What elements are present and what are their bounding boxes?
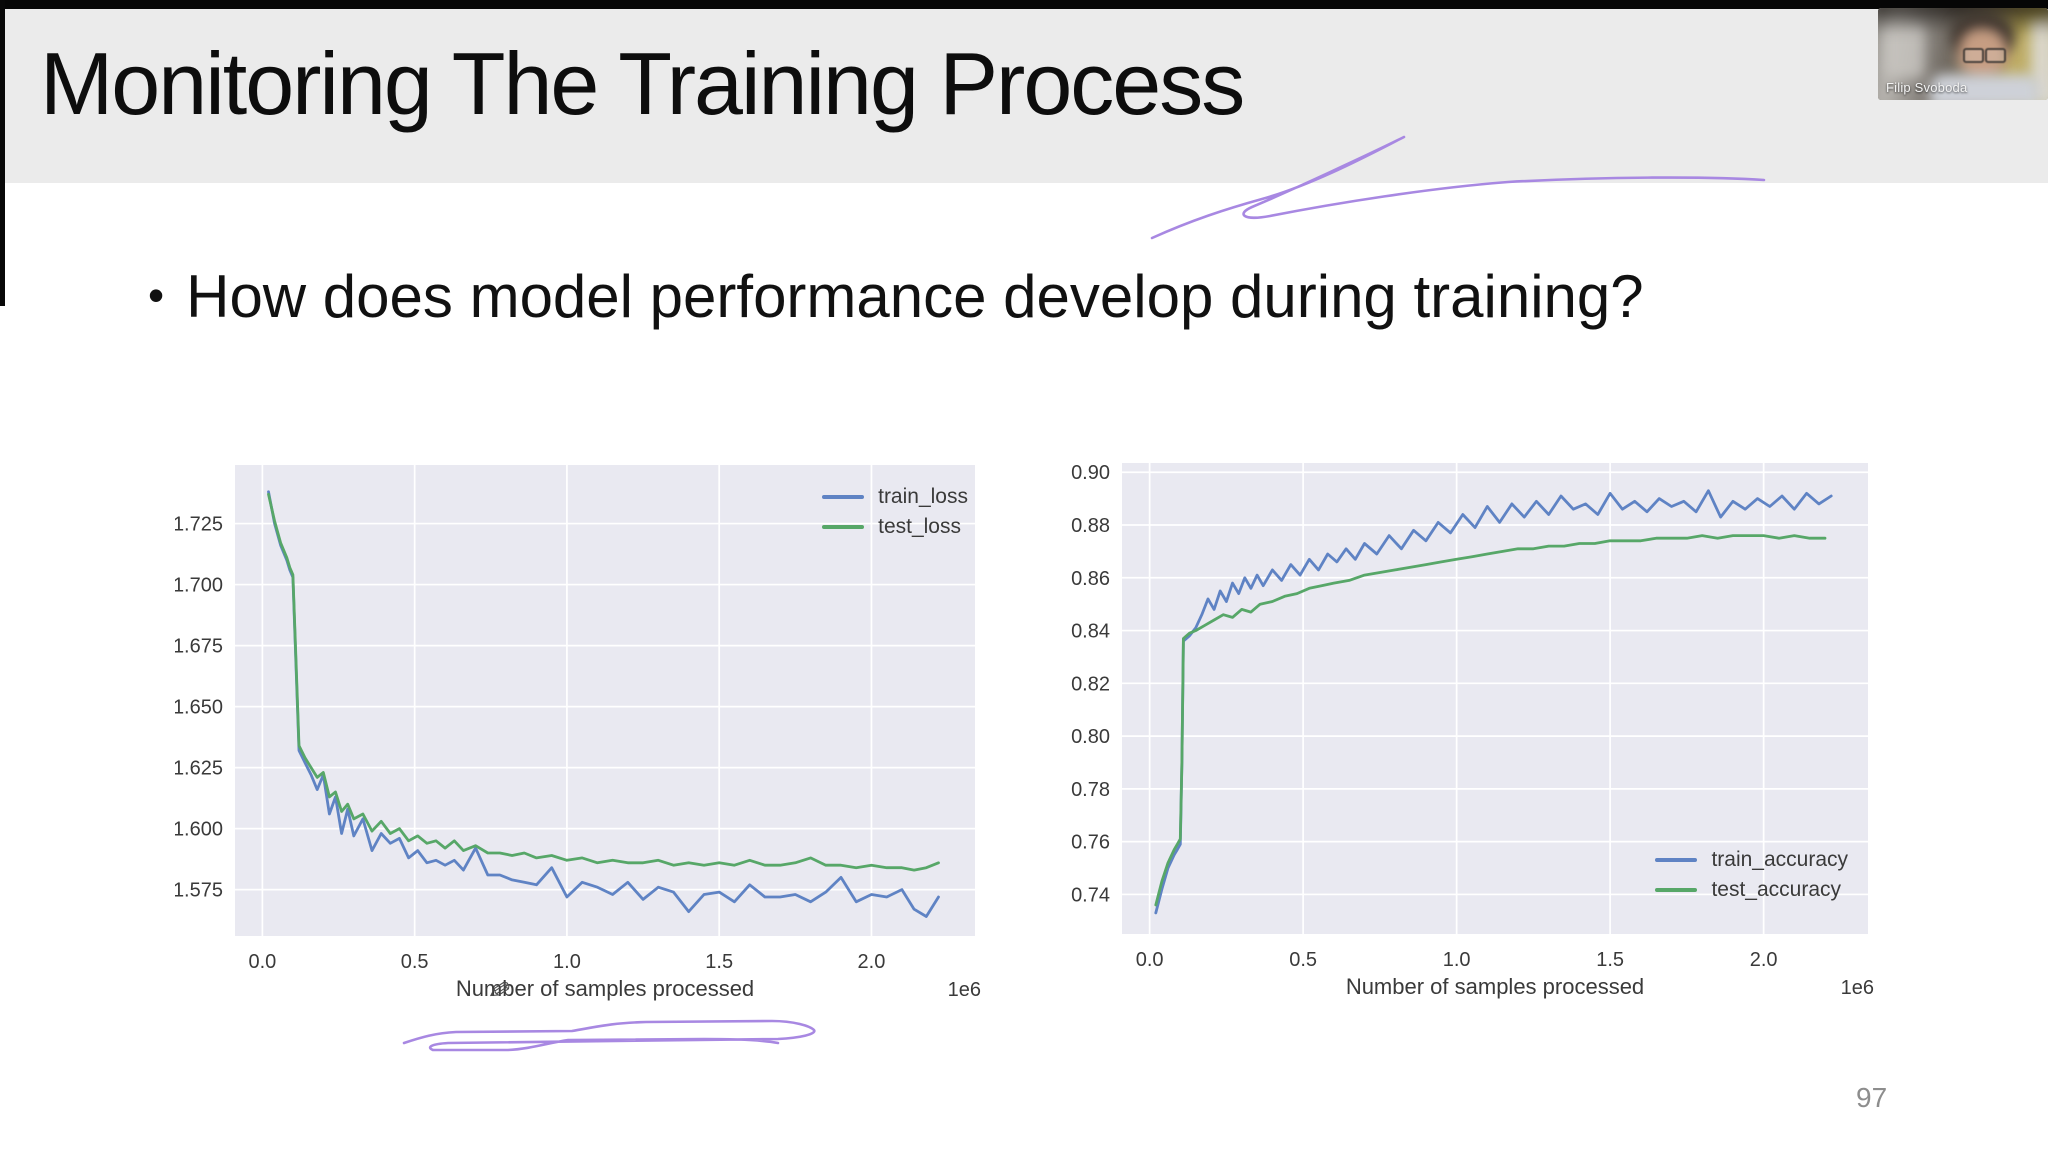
bullet-marker: • [148, 269, 165, 321]
legend-label: test_loss [878, 515, 961, 538]
accuracy-chart-legend: train_accuracy test_accuracy [1655, 849, 1848, 900]
loss-chart-legend: train_loss test_loss [822, 486, 968, 537]
y-tick-label: 0.90 [1071, 462, 1110, 484]
y-tick-label: 0.78 [1071, 779, 1110, 801]
legend-label: test_accuracy [1711, 878, 1841, 901]
legend-entry: train_accuracy [1655, 849, 1848, 870]
webcam-name-label: Filip Svoboda [1886, 80, 1968, 95]
y-tick-label: 1.700 [175, 575, 223, 597]
x-tick-label: 0.0 [1136, 949, 1164, 971]
loss-chart: 0.0 0.5 1.0 1.5 2.0 1.575 1.600 1.625 1.650 1.675… [175, 440, 990, 1020]
y-tick-label: 1.675 [175, 636, 223, 658]
test_loss-line [267, 492, 940, 872]
legend-line-swatch [822, 494, 865, 499]
y-tick-label: 1.625 [175, 758, 223, 780]
left-black-strip [0, 0, 5, 306]
x-tick-label: 1.5 [1596, 949, 1624, 971]
top-black-bar [0, 0, 2048, 9]
x-tick-label: 2.0 [1750, 949, 1778, 971]
x-axis-label: Number of samples processed [1346, 974, 1644, 999]
slide-header: Monitoring The Training Process [0, 9, 2048, 183]
accuracy-chart: 0.0 0.5 1.0 1.5 2.0 0.74 0.76 0.78 0.80 0.82 0.84 0… [1065, 437, 1880, 1020]
webcam-overlay[interactable]: Filip Svoboda [1878, 8, 2048, 100]
x-tick-label: 0.5 [1289, 949, 1317, 971]
bullet-text: How does model performance develop durin… [186, 263, 1644, 330]
train_loss-line [267, 490, 940, 918]
legend-label: train_accuracy [1711, 848, 1848, 871]
x-axis-offset-label: 1e6 [948, 979, 981, 1001]
legend-line-swatch [822, 524, 865, 529]
x-axis-label: Number of samples processed [456, 976, 754, 1001]
slide-title: Monitoring The Training Process [40, 34, 1245, 133]
y-tick-label: 1.575 [175, 880, 223, 902]
page-number: 97 [1856, 1082, 1888, 1113]
x-axis-offset-label: 1e6 [1841, 977, 1874, 999]
x-tick-label: 0.0 [249, 951, 277, 973]
y-tick-label: 0.80 [1071, 726, 1110, 748]
legend-label: train_loss [878, 485, 968, 508]
legend-line-swatch [1655, 887, 1698, 892]
bullet-item: • How does model performance develop dur… [148, 262, 1644, 331]
legend-entry: test_accuracy [1655, 879, 1848, 900]
person-shirt [1930, 74, 2040, 100]
x-tick-label: 0.5 [401, 951, 429, 973]
y-tick-label: 0.86 [1071, 568, 1110, 590]
accuracy-chart-svg: 0.0 0.5 1.0 1.5 2.0 0.74 0.76 0.78 0.80 0.82 0.84 0… [1071, 462, 1874, 999]
legend-entry: test_loss [822, 516, 968, 537]
y-tick-label: 1.600 [175, 819, 223, 841]
legend-line-swatch [1655, 857, 1698, 862]
y-tick-label: 1.725 [175, 514, 223, 536]
x-tick-label: 1.0 [553, 951, 581, 973]
y-tick-label: 0.74 [1071, 884, 1110, 906]
glasses-icon [1962, 48, 2006, 63]
y-tick-label: 1.650 [175, 697, 223, 719]
train_accuracy-line [1154, 489, 1833, 915]
x-tick-label: 1.5 [705, 951, 733, 973]
y-tick-label: 0.76 [1071, 832, 1110, 854]
xlabel-scribble [402, 1019, 816, 1052]
x-tick-label: 1.0 [1443, 949, 1471, 971]
test_accuracy-line [1154, 534, 1827, 907]
y-tick-label: 0.88 [1071, 515, 1110, 537]
legend-entry: train_loss [822, 486, 968, 507]
x-tick-label: 2.0 [858, 951, 886, 973]
loss-chart-svg: 0.0 0.5 1.0 1.5 2.0 1.575 1.600 1.625 1.650 1.675… [175, 465, 981, 1001]
y-tick-label: 0.84 [1071, 621, 1110, 643]
y-tick-label: 0.82 [1071, 673, 1110, 695]
